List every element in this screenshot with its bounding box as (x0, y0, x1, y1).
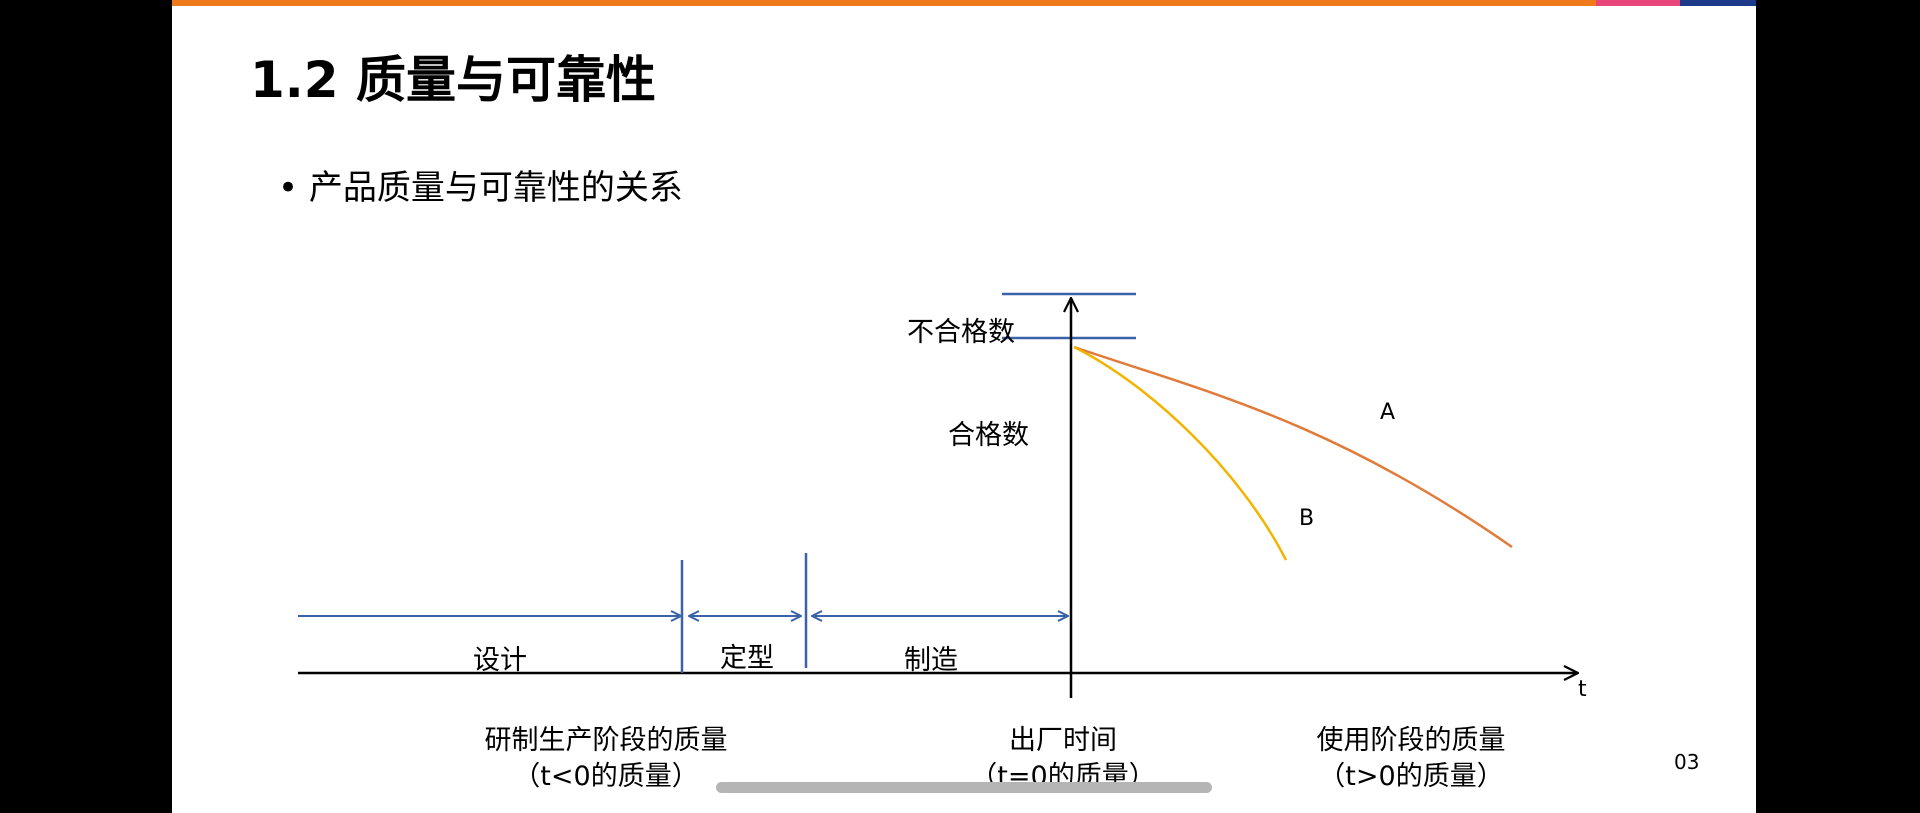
conforming-label: 合格数 (948, 420, 1029, 451)
x-axis-label: t (1578, 677, 1587, 702)
rd-quality-sub: （t<0的质量） (513, 761, 699, 792)
accent-pink (1596, 0, 1680, 6)
accent-navy (1680, 0, 1756, 6)
curve-a-label: A (1380, 400, 1396, 425)
curve-a (1073, 345, 1513, 549)
phase-manufacture: 制造 (904, 645, 958, 676)
curve-b (1073, 345, 1288, 561)
top-accent-bar (172, 0, 1756, 6)
rd-quality-label: 研制生产阶段的质量 (484, 725, 728, 756)
slide (172, 0, 1756, 813)
usage-quality-label: 使用阶段的质量 (1316, 725, 1506, 756)
scrollbar-handle[interactable] (716, 782, 1212, 793)
slide-title: 1.2 质量与可靠性 (250, 51, 656, 109)
phase-design: 设计 (473, 645, 527, 676)
nonconforming-label: 不合格数 (907, 317, 1015, 348)
bullet-text: • 产品质量与可靠性的关系 (278, 168, 683, 208)
release-time-label: 出厂时间 (1009, 725, 1117, 756)
phase-finalize: 定型 (720, 643, 774, 674)
page-number: 03 (1674, 750, 1700, 774)
usage-quality-sub: （t>0的质量） (1318, 761, 1504, 792)
curve-b-label: B (1299, 506, 1315, 531)
